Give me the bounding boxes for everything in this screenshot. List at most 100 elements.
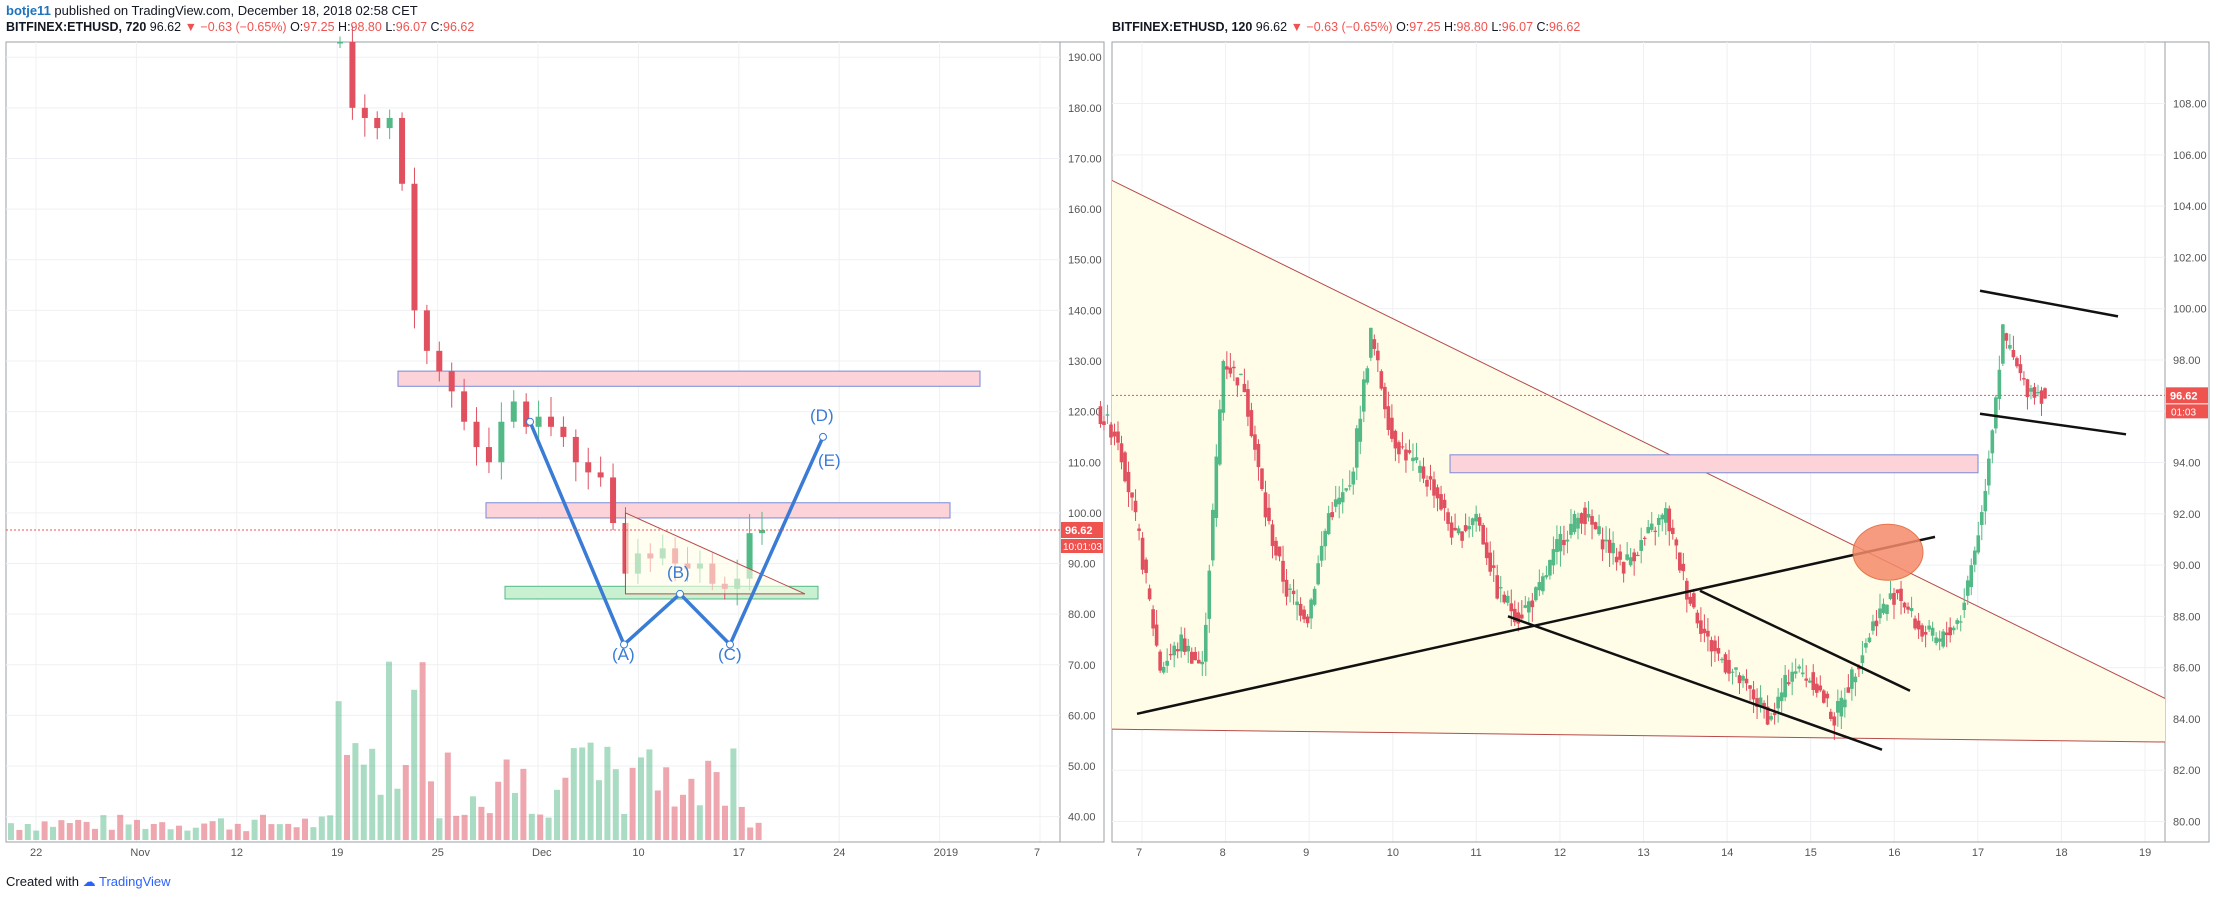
candle-body [1720,658,1724,661]
y-tick-label: 50.00 [1068,761,1096,773]
y-tick-label: 86.00 [2173,663,2201,675]
candle-body [374,117,381,129]
candle-body [498,421,505,463]
candle-body [1569,523,1573,535]
volume-bar [92,828,98,840]
volume-bar [50,826,56,840]
volume-bar [755,822,762,840]
pattern-point [526,417,534,426]
candle-body [1137,528,1141,531]
candle-body [1228,367,1233,374]
candle-body [1972,550,1977,565]
volume-bar [327,815,334,840]
volume-bar [184,830,191,840]
candle-body [1772,712,1777,716]
candle-body [1909,608,1914,612]
pattern-point [676,589,684,598]
candle-body [1225,366,1229,370]
candle-body [1133,500,1138,513]
x-tick-label: 19 [2139,847,2151,859]
candle-body [1400,446,1405,448]
candle-body [1298,603,1303,616]
candle-body [1453,527,1457,531]
candle-body [1779,692,1784,702]
candle-body [1860,655,1865,664]
breakout-marker [1852,523,1924,581]
y-tick-label: 80.00 [1068,609,1096,621]
candle-body [1502,594,1507,603]
candle-body [1656,517,1661,525]
candle-body [1284,579,1289,597]
volume-bar [570,748,577,840]
price-tag-text: 96.62 [1065,525,1093,537]
tradingview-brand[interactable]: TradingView [99,874,171,889]
volume-bar [377,794,384,840]
volume-bar [293,827,300,840]
volume-bar [654,790,661,840]
candle-body [1302,609,1306,620]
right-close: 96.62 [1549,20,1581,34]
candle-body [448,371,455,392]
candle-body [361,107,368,118]
author-name[interactable]: botje11 [6,3,51,18]
candle-body [1597,526,1601,535]
candle-body [1246,389,1250,417]
tradingview-logo-icon[interactable]: ☁ [82,874,96,889]
candle-body [1140,537,1145,570]
volume-bar [335,701,342,840]
left-symbol: BITFINEX:ETHUSD, 720 [6,20,147,34]
candle-body [1885,604,1889,615]
candle-body [1516,612,1521,624]
candle-body [1776,696,1780,709]
candle-body [2001,324,2005,364]
candle-body [1716,647,1721,654]
volume-bar [176,825,182,840]
volume-bar [276,824,283,840]
candle-body [1604,539,1608,542]
candle-body [1962,602,1967,611]
candle-body [1179,634,1184,652]
candle-body [1734,667,1738,670]
candle-body [1692,593,1696,608]
x-tick-label: 17 [1972,847,1984,859]
candle-body [1741,675,1745,681]
candle-body [1699,620,1703,634]
candle-body [1411,457,1415,462]
candle-body [560,426,567,437]
volume-bar [428,781,434,840]
pattern-label-d: (D) [810,406,834,425]
price-tag-text: 96.62 [2170,390,2198,402]
y-tick-label: 190.00 [1068,52,1102,64]
y-tick-label: 82.00 [2173,765,2201,777]
candle-body [1814,683,1819,693]
volume-bar [730,748,737,840]
volume-bar [369,748,376,840]
candle-body [1144,559,1148,573]
y-tick-label: 90.00 [2173,560,2201,572]
candle-body [1428,476,1433,480]
x-tick-label: 12 [1554,847,1566,859]
candle-body [1512,608,1517,623]
candle-body [1551,549,1556,566]
volume-bar [470,796,476,840]
candle-body [1990,430,1995,454]
x-tick-label: 10 [632,847,644,859]
volume-bar [75,819,82,840]
candle-body [1586,513,1591,518]
x-tick-label: 17 [733,847,745,859]
volume-bar [142,828,149,840]
candle-body [349,42,356,108]
x-tick-label: 15 [1805,847,1817,859]
candle-body [1864,643,1868,648]
candle-body [1277,546,1282,557]
candle-body [411,183,418,311]
candle-body [1291,590,1296,595]
candle-body [1109,424,1113,438]
candle-body [1737,675,1742,684]
candle-body [1913,618,1917,629]
candle-body [1969,565,1974,588]
candle-body [1681,563,1686,572]
candle-body [1730,671,1735,673]
candle-body [436,350,443,372]
